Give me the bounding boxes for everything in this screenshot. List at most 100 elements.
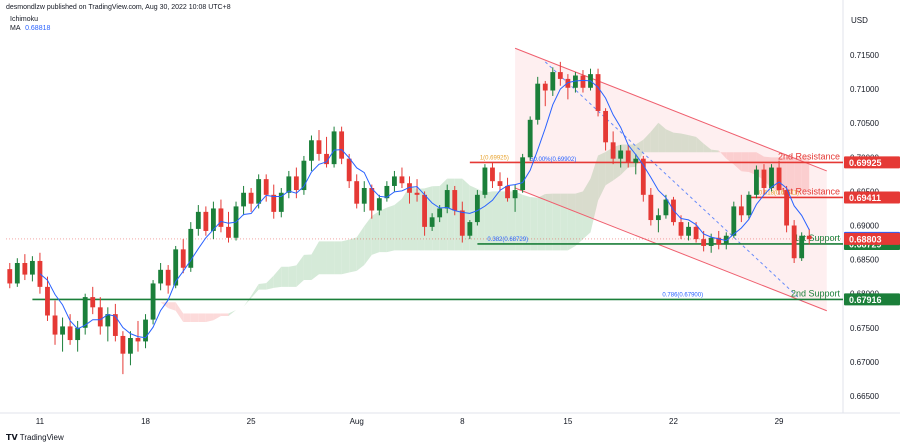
descending-channel-fill [515, 48, 827, 311]
candle-body [542, 83, 548, 91]
ichimoku-cloud-segment [266, 275, 274, 290]
candle-body [452, 190, 458, 211]
ichimoku-cloud-segment [77, 271, 86, 274]
candle [354, 174, 360, 209]
candle-body [716, 237, 722, 245]
x-tick-label: 11 [36, 417, 45, 426]
ichimoku-cloud-segment [696, 136, 704, 153]
candle-body [422, 194, 427, 227]
level-price-tag-bg [844, 293, 900, 306]
candle-body [769, 167, 774, 188]
y-tick-label: 0.71000 [850, 85, 879, 94]
ichimoku-cloud-segment [794, 157, 802, 192]
candle-body [135, 338, 141, 342]
candle [278, 188, 284, 218]
ichimoku-cloud-segment [168, 302, 176, 311]
ichimoku-cloud-segment [228, 310, 237, 317]
candle-body [180, 249, 186, 268]
candle-body [241, 192, 246, 207]
ichimoku-cloud-segment [801, 157, 810, 191]
indicator-ichimoku-label[interactable]: Ichimoku [10, 16, 39, 23]
candle-body [399, 176, 405, 184]
candle-body [701, 239, 707, 246]
candle [738, 194, 744, 223]
candle-body [226, 226, 231, 238]
candle-body [105, 314, 111, 327]
brand-label: TradingView [19, 433, 64, 442]
candle [557, 61, 563, 86]
candle-body [595, 74, 601, 111]
candle [399, 167, 405, 188]
candle [474, 190, 480, 226]
indicator-ma-label[interactable]: MA 0.68818 [10, 25, 50, 32]
level-label: 1st Resistance [781, 186, 840, 196]
candle-body [195, 211, 201, 229]
candle [14, 258, 20, 287]
ichimoku-cloud-segment [673, 132, 682, 153]
candle [203, 206, 209, 236]
candle [407, 176, 412, 204]
candle-body [165, 269, 171, 286]
ichimoku-cloud-segment [281, 266, 289, 287]
ichimoku-cloud-segment [273, 266, 282, 288]
candle [505, 177, 510, 202]
candle [580, 70, 586, 93]
candle-body [429, 217, 435, 227]
candle-body [7, 269, 13, 284]
candle [188, 222, 194, 272]
candle [422, 191, 427, 236]
ichimoku-cloud-segment [681, 133, 689, 153]
candle [392, 170, 397, 192]
candle [150, 280, 156, 325]
candle-body [693, 226, 699, 240]
candle [520, 153, 526, 193]
y-tick-label: 0.67000 [850, 358, 879, 367]
ichimoku-cloud-segment [643, 131, 651, 153]
candle [603, 108, 609, 151]
ichimoku-cloud-segment [183, 313, 191, 322]
candle [799, 232, 805, 261]
tradingview-footer[interactable]: 𝗧𝗩 TradingView [6, 433, 64, 442]
y-tick-label: 0.69000 [850, 222, 879, 231]
candle [37, 252, 43, 294]
candle-body [444, 190, 450, 209]
candle-body [490, 167, 495, 182]
candle-body [90, 297, 96, 308]
candle-body [482, 167, 488, 195]
ichimoku-cloud-segment [205, 313, 214, 322]
ichimoku-cloud-segment [379, 207, 387, 253]
candle [165, 265, 171, 294]
candle-body [120, 335, 126, 354]
candle [248, 188, 254, 212]
candle-body [218, 208, 224, 227]
ichimoku-cloud-segment [190, 313, 199, 322]
candle-body [535, 83, 541, 120]
ichimoku-cloud-segment [409, 186, 418, 251]
ichimoku-cloud-segment [786, 157, 795, 192]
price-tag-bg [844, 232, 900, 245]
channel-lower-line [514, 187, 827, 312]
candle-body [392, 176, 397, 186]
level-label: 2nd Support [791, 288, 841, 298]
ichimoku-cloud-segment [401, 186, 410, 251]
candle [648, 188, 654, 226]
ichimoku-cloud-segment [220, 313, 229, 317]
ma-value: 0.68818 [25, 25, 51, 32]
candle [52, 300, 58, 345]
candle [361, 181, 367, 212]
ichimoku-cloud-segment [371, 211, 380, 255]
candle-body [618, 150, 624, 159]
candle [640, 155, 646, 202]
ma-name: MA [10, 25, 21, 32]
candle-body [82, 297, 88, 328]
candle-body [414, 192, 420, 195]
candle-body [150, 283, 156, 320]
candle [565, 74, 571, 100]
y-tick-label: 0.71500 [850, 51, 879, 60]
candle-body [738, 206, 744, 216]
ichimoku-cloud-segment [711, 149, 719, 153]
candle [663, 194, 669, 219]
candle [512, 184, 518, 212]
ichimoku-cloud-segment [537, 193, 546, 251]
